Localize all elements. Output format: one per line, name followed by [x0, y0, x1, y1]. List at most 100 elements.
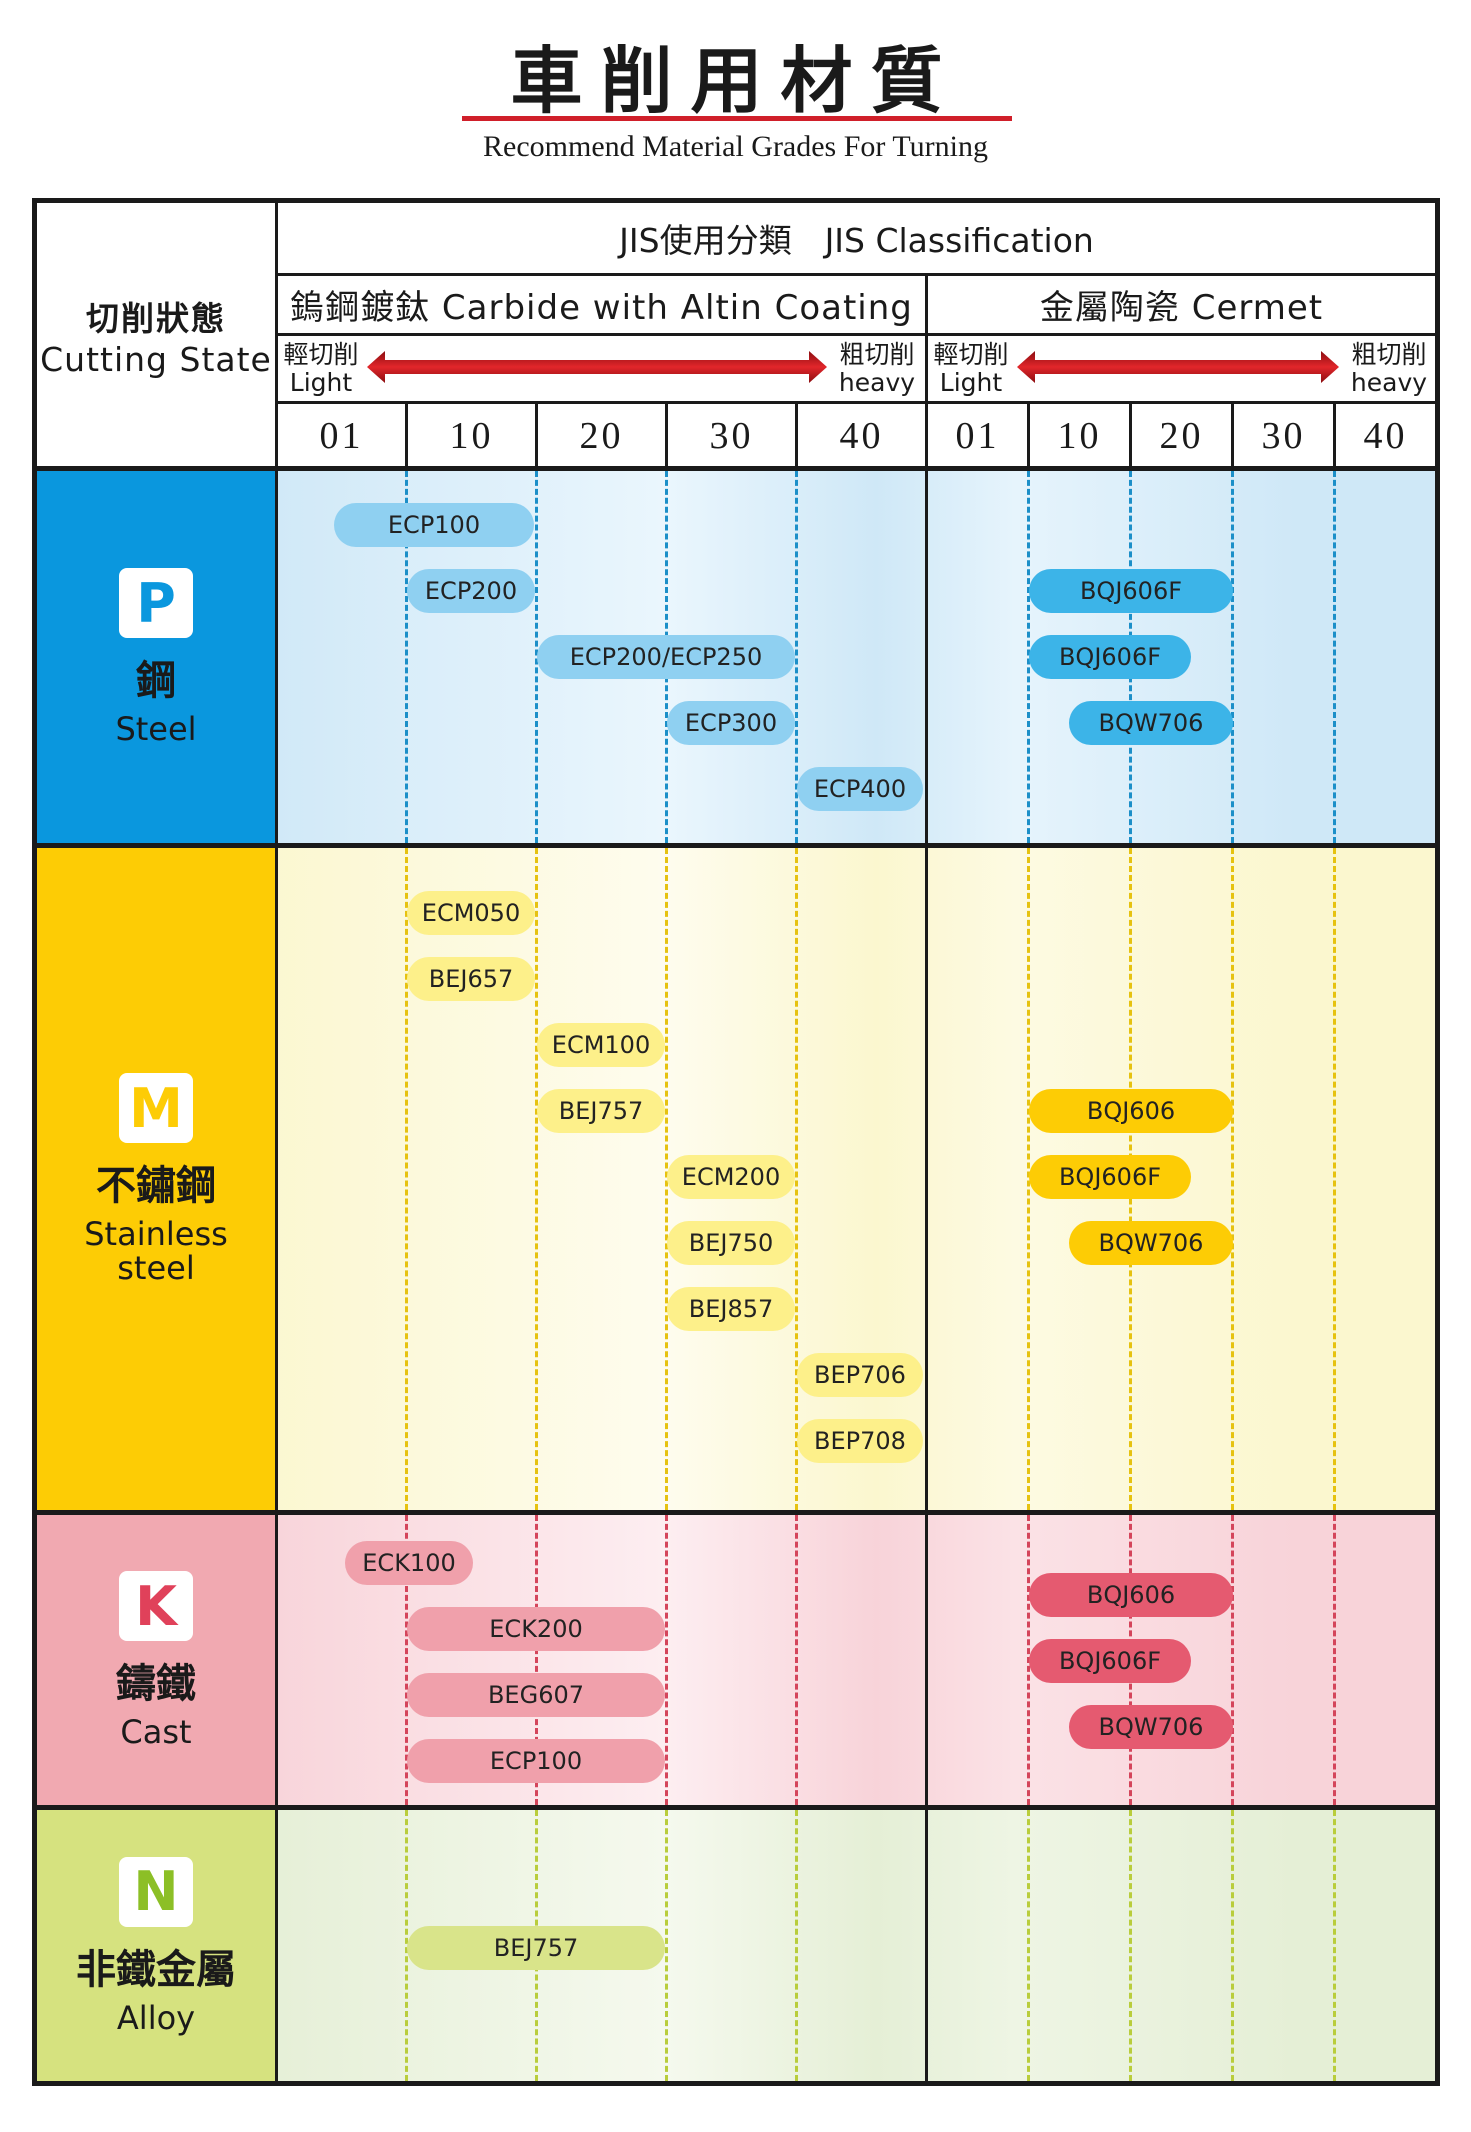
grade-pill: BQW706 [1069, 1705, 1233, 1749]
heavy-zh: 粗切削 [839, 340, 915, 369]
column-gridline [535, 1515, 538, 1805]
col-num: 40 [839, 415, 884, 457]
light-label-cermet: 輕切削 Light [931, 341, 1011, 397]
column-gridline [795, 1810, 798, 2081]
category-badge-p: P [119, 568, 193, 638]
column-gridline [405, 848, 408, 1510]
column-gridline [1333, 848, 1336, 1510]
title-underline [462, 116, 1012, 121]
grade-pill: BQJ606F [1029, 1639, 1191, 1683]
grade-pill: ECK200 [407, 1607, 665, 1651]
group-cermet-label: 金屬陶瓷 Cermet [1039, 288, 1324, 328]
column-gridline [665, 848, 668, 1510]
grade-pill: ECP200/ECP250 [537, 635, 795, 679]
category-en: Cast [120, 1713, 192, 1751]
heavy-label-carbide: 粗切削 heavy [835, 341, 919, 397]
grade-pill: BEJ757 [407, 1926, 665, 1970]
cutting-state-cell: 切削狀態 Cutting State [37, 203, 275, 468]
column-gridline [1027, 1810, 1030, 2081]
category-alloy: N 非鐵金屬 Alloy [37, 1810, 275, 2081]
col-10-carbide: 10 [405, 401, 535, 468]
heavy-label-cermet: 粗切削 heavy [1347, 341, 1431, 397]
col-01-carbide: 01 [275, 401, 405, 468]
section-divider [37, 1805, 1435, 1810]
grade-pill: BEP708 [797, 1419, 923, 1463]
section-divider [37, 843, 1435, 848]
column-gridline [1129, 1810, 1132, 2081]
page-subtitle: Recommend Material Grades For Turning [483, 130, 988, 163]
col-num: 01 [955, 415, 1000, 457]
grade-pill: ECP100 [334, 503, 534, 547]
col-num: 30 [1261, 415, 1306, 457]
heavy-zh: 粗切削 [1351, 340, 1427, 369]
group-separator [925, 471, 928, 2081]
category-column-border [275, 471, 278, 2081]
grade-pill: ECP400 [797, 767, 923, 811]
col-20-carbide: 20 [535, 401, 665, 468]
light-zh: 輕切削 [933, 340, 1009, 369]
grade-pill: BQJ606 [1029, 1573, 1233, 1617]
category-zh: 非鐵金屬 [76, 1946, 236, 1993]
column-gridline [405, 471, 408, 843]
col-num: 01 [319, 415, 364, 457]
category-en: Steel [115, 710, 197, 748]
header-divider [37, 466, 1435, 471]
category-steel: P 鋼 Steel [37, 471, 275, 843]
column-gridline [1333, 1810, 1336, 2081]
column-gridline [795, 848, 798, 1510]
grade-table: 切削狀態 Cutting State JIS使用分類 JIS Classific… [32, 198, 1440, 2086]
grade-pill: ECM100 [537, 1023, 665, 1067]
category-badge-n: N [119, 1856, 193, 1927]
column-gridline [1231, 1515, 1234, 1805]
light-heavy-arrow-icon [1017, 351, 1339, 383]
column-gridline [535, 471, 538, 843]
jis-label: JIS使用分類 JIS Classification [619, 221, 1094, 260]
category-stainless: M 不鏽鋼 Stainless steel [37, 848, 275, 1510]
column-gridline [665, 1515, 668, 1805]
cutting-state-zh: 切削狀態 [86, 299, 226, 338]
col-10-cermet: 10 [1027, 401, 1129, 468]
grade-pill: BEJ657 [407, 957, 535, 1001]
col-30-carbide: 30 [665, 401, 795, 468]
column-gridline [405, 1810, 408, 2081]
column-gridline [1027, 848, 1030, 1510]
column-gridline [1231, 471, 1234, 843]
light-en: Light [289, 368, 353, 397]
section-divider [37, 1510, 1435, 1515]
category-badge-k: K [119, 1571, 193, 1641]
category-zh: 不鏽鋼 [96, 1163, 216, 1209]
col-40-cermet: 40 [1333, 401, 1435, 468]
grade-pill: ECP200 [407, 569, 535, 613]
col-30-cermet: 30 [1231, 401, 1333, 468]
col-01-cermet: 01 [925, 401, 1027, 468]
range-carbide [275, 333, 925, 401]
column-gridline [535, 848, 538, 1510]
page-title: 車削用材質 [510, 39, 961, 123]
column-gridline [1027, 1515, 1030, 1805]
group-cermet: 金屬陶瓷 Cermet [925, 273, 1435, 333]
light-heavy-arrow-icon [367, 351, 827, 383]
heavy-en: heavy [1350, 368, 1428, 397]
grade-pill: BQJ606F [1029, 569, 1233, 613]
col-num: 20 [1159, 415, 1204, 457]
cutting-state-en: Cutting State [40, 340, 272, 379]
col-num: 30 [709, 415, 754, 457]
light-en: Light [939, 368, 1003, 397]
grade-pill: BQJ606 [1029, 1089, 1233, 1133]
grade-pill: BQJ606F [1029, 635, 1191, 679]
light-zh: 輕切削 [283, 340, 359, 369]
category-zh: 鋼 [136, 658, 176, 704]
grade-pill: BEJ857 [667, 1287, 795, 1331]
category-en: Stainless steel [84, 1215, 228, 1287]
column-gridline [1027, 471, 1030, 843]
grade-pill: BEJ750 [667, 1221, 795, 1265]
heavy-en: heavy [838, 368, 916, 397]
grade-pill: BQW706 [1069, 1221, 1233, 1265]
category-badge-m: M [119, 1073, 193, 1143]
grade-pill: ECP100 [407, 1739, 665, 1783]
column-gridline [1333, 471, 1336, 843]
column-gridline [1231, 848, 1234, 1510]
grade-pill: BQJ606F [1029, 1155, 1191, 1199]
column-gridline [795, 1515, 798, 1805]
grade-pill: BEJ757 [537, 1089, 665, 1133]
